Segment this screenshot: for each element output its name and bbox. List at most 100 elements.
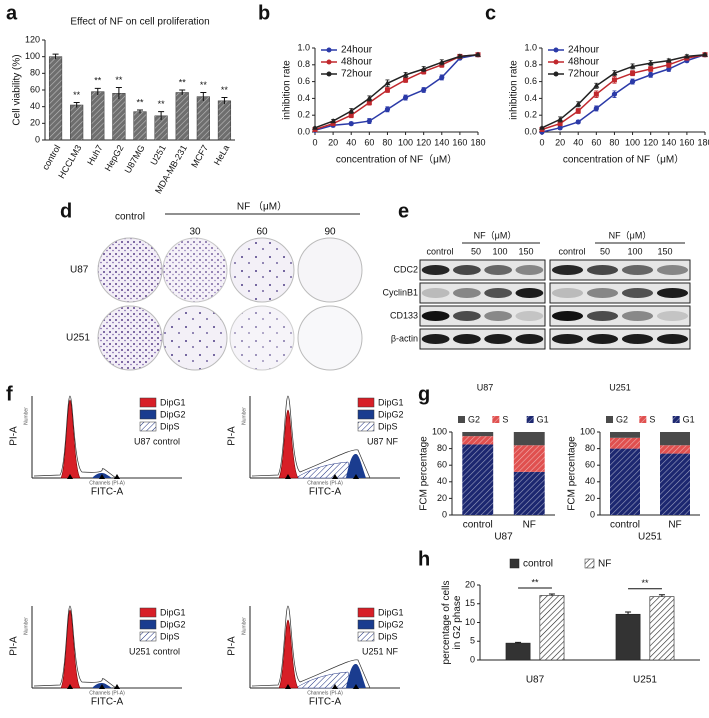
blot-strip [549,282,691,304]
x-axis-title: Channels (PI-A) [307,690,343,696]
x-tick-label: control [40,143,62,171]
legend-label: 48hour [568,57,600,68]
marker [575,101,582,107]
histogram-title: U251 control [129,646,180,656]
x-tick-label: U251 [148,143,167,167]
y-tick-label: 0 [442,509,447,519]
fit-curve [251,395,400,479]
legend-label: 24hour [341,45,373,56]
legend-label: DipS [378,631,398,641]
fit-curve [251,605,400,689]
header: control [115,212,145,223]
blot-band [621,334,654,344]
panel-letters: a b c d e f g h [6,2,496,570]
marker [330,121,336,127]
series-line [314,53,479,129]
y-axis-label: Cell viability (%) [12,54,23,125]
x-tick-label: 160 [452,137,467,147]
x-tick-label: NF [523,520,536,531]
cell-line: U87 [477,382,494,392]
x-tick-label: HeLa [212,143,231,167]
marker [384,106,391,112]
marker [384,80,391,86]
legend-swatch [357,607,375,618]
bar [217,100,232,141]
blot-band [621,265,654,275]
bar-segment [513,471,545,515]
marker [611,77,617,83]
significance: ** [641,578,649,588]
significance: ** [221,85,229,95]
panel-letter: a [6,2,18,24]
error-bar [179,89,186,95]
marker [366,95,373,101]
blot-strip [549,328,691,350]
legend-swatch [458,416,465,423]
y-tick-label: 40 [437,476,447,486]
legend-label: 48hour [341,57,373,68]
x-tick-label: control [610,520,640,531]
error-bar [52,53,59,60]
protein: CyclinB1 [382,287,418,297]
x-label: FITC-A [91,487,124,498]
y-label: PI-A [227,426,238,446]
y-axis-label: FCM percentage [419,436,430,511]
blot-band [551,334,584,344]
x-tick-label: control [463,520,493,531]
legend-label: S [502,414,508,424]
marker [312,124,318,130]
x-tick-label: 140 [434,137,449,147]
marker [629,79,636,85]
histogram-title: U87 control [134,436,180,446]
y-axis-label: percentage of cells [441,581,452,665]
blot-band [452,265,481,275]
y-tick-label: 1.0 [297,42,310,52]
x-tick-label: Huh7 [85,143,104,167]
legend-swatch [584,558,595,569]
dipg1-peak [60,609,81,689]
gate-marker [285,684,291,689]
legend-label: DipG1 [378,607,404,617]
legend-label: DipG1 [378,397,404,407]
legend-label: DipS [378,421,398,431]
cell-line: U251 [609,382,631,392]
marker [438,59,445,65]
legend-marker [326,71,332,77]
dose: 150 [518,246,533,256]
legend-swatch [606,416,613,423]
dose: 150 [657,246,672,256]
x-tick-label: 0 [539,137,544,147]
dose: 100 [492,246,507,256]
dipg1-peak [278,409,299,479]
header: control [558,246,585,256]
x-axis-title: Channels (PI-A) [89,690,125,696]
marker [348,121,354,127]
blot-band [586,265,619,275]
y-axis-title: Number [241,617,247,635]
y-tick-label: 60 [585,460,595,470]
significance: ** [73,90,81,100]
blot-band [656,311,689,321]
dose: 30 [189,227,201,238]
row-label: U251 [66,333,90,344]
plate [229,305,295,371]
y-axis-title: Number [23,407,29,425]
y-tick-label: 0.8 [524,59,537,69]
significance: ** [115,75,123,85]
y-axis-label: inhibition rate [282,60,293,120]
legend-label: DipG2 [378,409,404,419]
bar-segment [513,432,545,446]
bar [539,595,565,661]
legend-swatch [139,421,157,432]
y-label: PI-A [9,636,20,656]
y-axis-label: FCM percentage [567,436,578,511]
marker [330,118,337,124]
dose: 50 [471,246,481,256]
legend-label: DipS [160,631,180,641]
blot-band [656,265,689,275]
blot-band [515,265,544,275]
y-tick-label: 80 [585,443,595,453]
marker [475,51,481,57]
dose: 50 [600,246,610,256]
legend-swatch [639,416,647,423]
